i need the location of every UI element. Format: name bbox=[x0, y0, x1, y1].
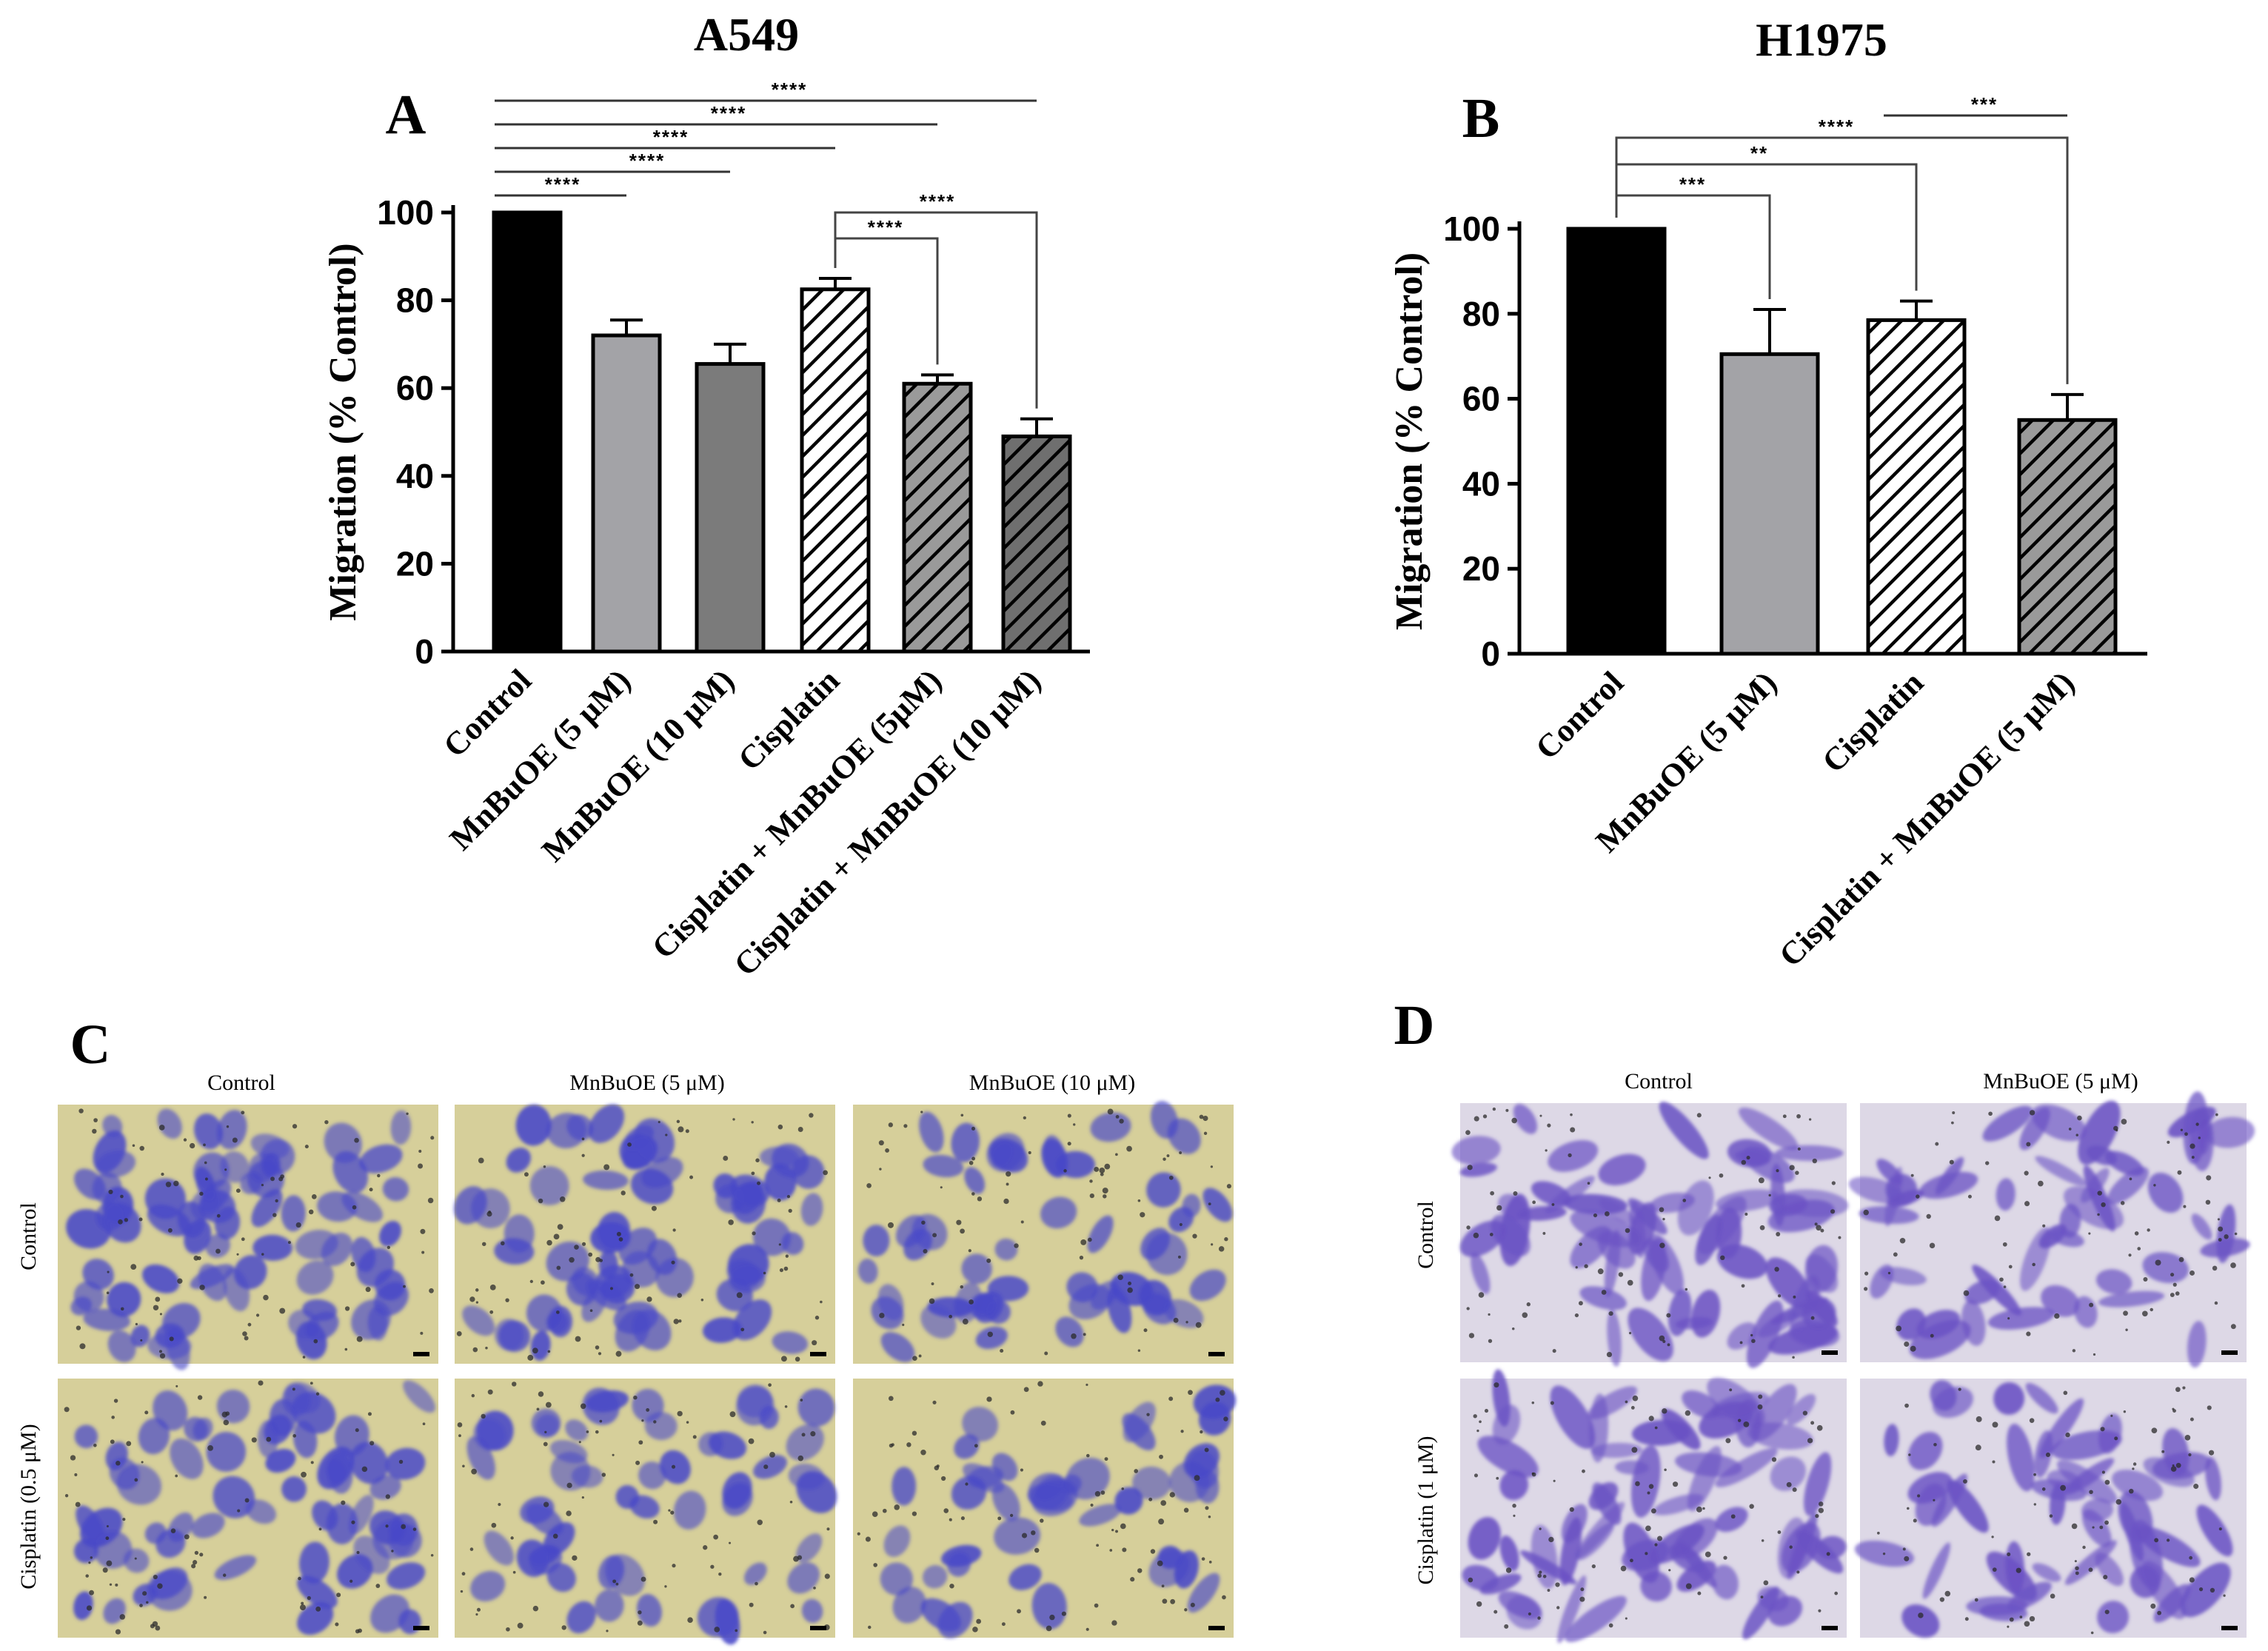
significance-bracket-2: **** bbox=[1615, 115, 2069, 384]
y-tick-label: 60 bbox=[396, 369, 434, 407]
panel-d-row-header-1: Cisplatin (1 μM) bbox=[1414, 1436, 1438, 1584]
significance-label-0: **** bbox=[545, 173, 581, 195]
significance-bracket-3: **** bbox=[495, 102, 937, 126]
x-tick-label-2: MnBuOE (10 µM) bbox=[535, 662, 741, 868]
micrograph-d-3 bbox=[1854, 1379, 2247, 1638]
y-tick-label: 0 bbox=[1481, 634, 1500, 673]
micrograph-d-2 bbox=[1460, 1369, 1847, 1644]
micrograph-c-5 bbox=[853, 1379, 1237, 1638]
significance-label-3: **** bbox=[711, 102, 746, 124]
x-tick-label-0: Control bbox=[1528, 664, 1630, 766]
x-tick-label-1: MnBuOE (5 µM) bbox=[443, 662, 638, 857]
y-axis-label: Migration (% Control) bbox=[1388, 252, 1431, 630]
panel-c-letter: C bbox=[70, 1014, 111, 1076]
y-tick-label: 80 bbox=[396, 281, 434, 320]
significance-label-5: **** bbox=[868, 216, 903, 238]
y-tick-label: 20 bbox=[396, 544, 434, 583]
bar-3 bbox=[2017, 418, 2118, 656]
panel-c-col-header-0: Control bbox=[207, 1071, 275, 1095]
micrograph-d-0 bbox=[1451, 1102, 1849, 1368]
panel-b-cell-line: H1975 bbox=[1756, 13, 1887, 66]
x-tick-label-2: Cisplatin bbox=[1815, 664, 1930, 780]
panel-c-col-header-2: MnBuOE (10 μM) bbox=[969, 1071, 1135, 1095]
significance-label-6: **** bbox=[920, 190, 955, 212]
panel-d-col-header-0: Control bbox=[1625, 1069, 1693, 1094]
micrograph-d-1 bbox=[1848, 1091, 2255, 1368]
bar-5 bbox=[1001, 434, 1072, 654]
y-tick-label: 60 bbox=[1462, 380, 1500, 418]
y-tick-label: 80 bbox=[1462, 295, 1500, 333]
significance-bracket-5: **** bbox=[834, 216, 939, 365]
chart-a: Migration (% Control) 0 20 40 60 80 100 Control… bbox=[322, 78, 1090, 983]
bar-0 bbox=[1566, 227, 1667, 656]
bar-1 bbox=[1719, 352, 1820, 656]
micrograph-c-3 bbox=[58, 1379, 438, 1638]
y-axis-label: Migration (% Control) bbox=[322, 243, 364, 620]
panel-b-letter: B bbox=[1462, 87, 1500, 150]
chart-b: Migration (% Control) 0 20 40 60 80 100 Control… bbox=[1388, 93, 2147, 974]
panel-a-letter: A bbox=[386, 84, 426, 146]
significance-bracket-3: *** bbox=[1884, 93, 2067, 117]
significance-bracket-4: **** bbox=[495, 78, 1037, 102]
bar-3 bbox=[800, 287, 871, 654]
x-tick-label-0: Control bbox=[436, 662, 538, 764]
panel-a-cell-line: A549 bbox=[694, 8, 799, 61]
significance-label-0: *** bbox=[1679, 173, 1706, 195]
bar-0 bbox=[492, 210, 563, 654]
panel-d-col-header-1: MnBuOE (5 μM) bbox=[1983, 1069, 2138, 1094]
micrograph-c-1 bbox=[454, 1104, 835, 1364]
panel-d-row-header-0: Control bbox=[1414, 1201, 1438, 1269]
significance-label-2: **** bbox=[1819, 115, 1854, 138]
micrograph-c-2 bbox=[853, 1101, 1234, 1364]
y-tick-label: 100 bbox=[1443, 210, 1500, 248]
significance-label-1: **** bbox=[629, 150, 665, 172]
micrograph-c-4 bbox=[455, 1379, 837, 1645]
panel-d-letter: D bbox=[1394, 994, 1435, 1056]
significance-label-2: **** bbox=[653, 126, 689, 148]
micrograph-c-0 bbox=[58, 1105, 438, 1370]
significance-bracket-0: **** bbox=[495, 173, 626, 197]
panel-c-col-header-1: MnBuOE (5 μM) bbox=[569, 1071, 724, 1095]
panel-c-micrographs bbox=[58, 1101, 1237, 1645]
y-tick-label: 40 bbox=[1462, 464, 1500, 503]
bar-2 bbox=[695, 362, 766, 654]
panel-c-row-header-1: Cisplatin (0.5 μM) bbox=[16, 1424, 41, 1590]
significance-bracket-1: **** bbox=[495, 150, 730, 173]
y-tick-label: 0 bbox=[415, 632, 434, 671]
panel-d-micrographs bbox=[1451, 1091, 2255, 1644]
bar-2 bbox=[1866, 318, 1967, 656]
y-tick-label: 20 bbox=[1462, 549, 1500, 588]
x-tick-label-3: Cisplatin + MnBuOE (5 µM) bbox=[1772, 664, 2081, 974]
bar-1 bbox=[591, 333, 662, 654]
significance-bracket-2: **** bbox=[495, 126, 835, 150]
significance-bracket-6: **** bbox=[834, 190, 1038, 409]
panel-c-row-header-0: Control bbox=[16, 1202, 41, 1270]
y-tick-label: 40 bbox=[396, 457, 434, 495]
significance-label-1: ** bbox=[1750, 142, 1768, 164]
significance-label-3: *** bbox=[1971, 93, 1998, 115]
significance-label-4: **** bbox=[772, 78, 807, 101]
bar-4 bbox=[902, 381, 973, 654]
y-tick-label: 100 bbox=[377, 193, 434, 232]
